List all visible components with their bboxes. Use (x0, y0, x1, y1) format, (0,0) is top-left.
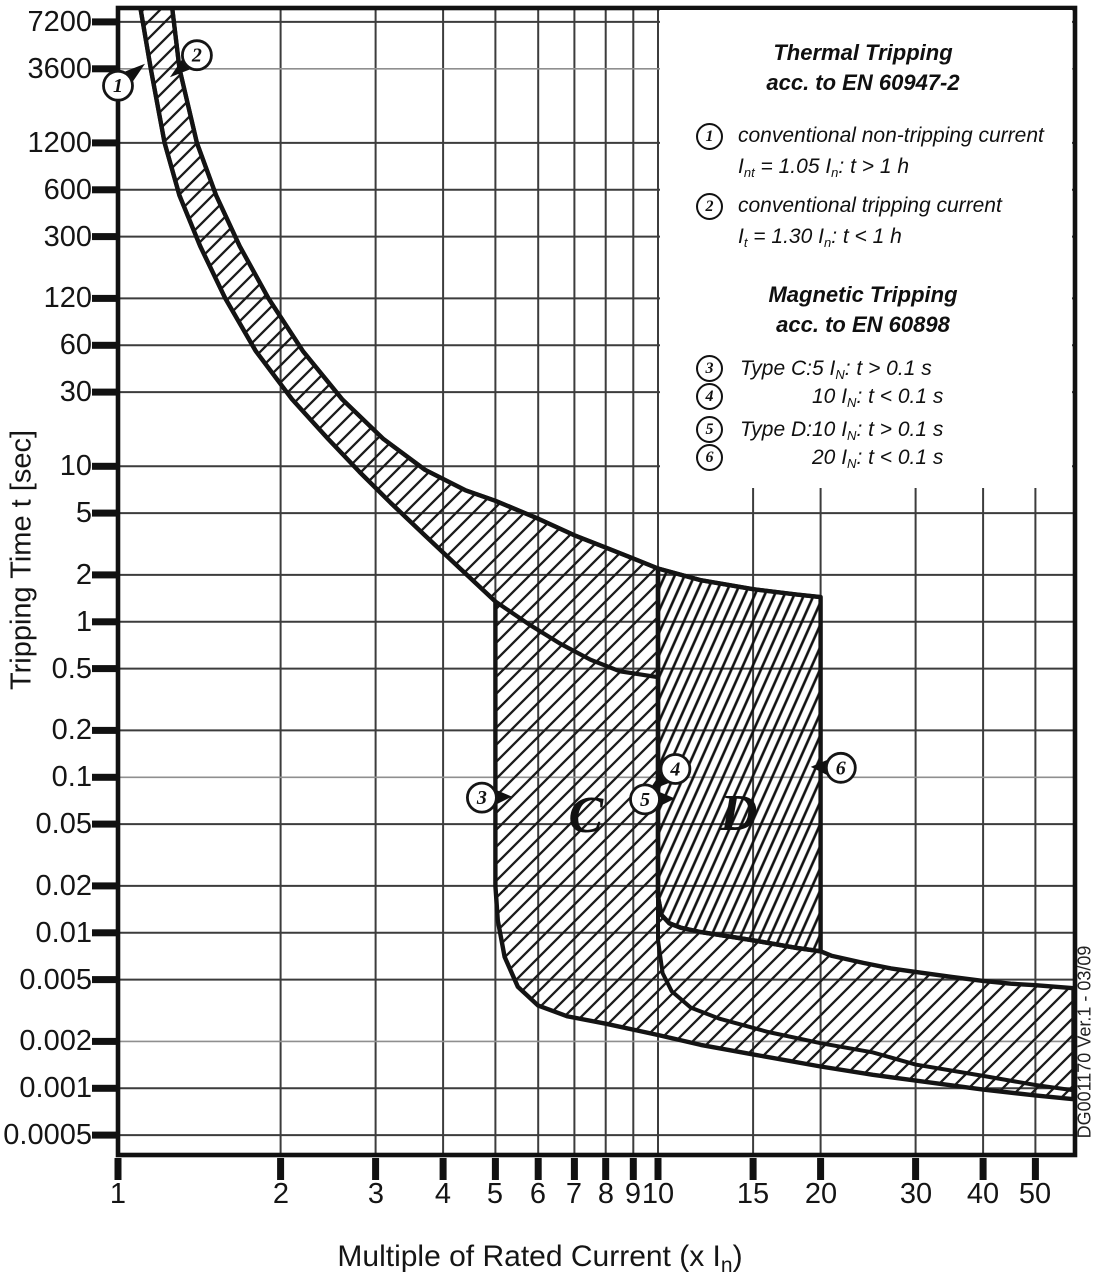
legend-panel: Thermal Tripping acc. to EN 60947-2 Magn… (660, 10, 1072, 488)
type-d-lower-limit-curve (656, 896, 1074, 1093)
legend-item-text: conventional non-tripping current (738, 124, 1044, 147)
legend-item-text: conventional tripping current (738, 194, 1002, 217)
legend-item-number-4: 4 (696, 383, 723, 410)
legend-item-formula: 10 IN: t < 0.1 s (812, 385, 944, 410)
marker-4: 4 (648, 753, 692, 792)
data-regions (138, 8, 1075, 1102)
svg-text:6: 6 (836, 757, 846, 779)
plot-frame (115, 5, 1078, 1158)
marker-6: 6 (810, 751, 857, 784)
magnetic-tripping-heading: Magnetic Tripping acc. to EN 60898 (768, 282, 958, 337)
marker-3: 3 (465, 781, 512, 814)
marker-2: 2 (169, 39, 213, 78)
legend-item-formula: 10 IN: t > 0.1 s (812, 418, 944, 443)
svg-text:5: 5 (640, 789, 650, 811)
legend-item-formula: Int = 1.05 In: t > 1 h (738, 155, 910, 180)
legend-item-number-3: 3 (696, 355, 723, 382)
svg-text:3: 3 (476, 787, 487, 809)
legend-item-number-2: 2 (696, 193, 723, 220)
thermal-tripping-upper-curve (170, 8, 821, 600)
region-label-C: C (568, 787, 604, 844)
legend-item-formula: 5 IN: t > 0.1 s (812, 357, 932, 382)
legend-item-number-6: 6 (696, 444, 723, 471)
svg-text:2: 2 (191, 45, 202, 67)
legend-item-number-1: 1 (696, 123, 723, 150)
region-label-D: D (719, 785, 758, 842)
legend-item-type-label: Type D: (740, 418, 812, 441)
legend-item-formula: It = 1.30 In: t < 1 h (738, 225, 902, 250)
marker-1: 1 (102, 63, 145, 102)
thermal-tripping-heading: Thermal Tripping acc. to EN 60947-2 (766, 40, 960, 95)
marker-5: 5 (629, 783, 675, 816)
svg-text:4: 4 (669, 759, 680, 781)
legend-item-formula: 20 IN: t < 0.1 s (812, 446, 944, 471)
svg-text:1: 1 (113, 75, 123, 97)
legend-item-type-label: Type C: (740, 357, 812, 380)
legend-item-number-5: 5 (696, 416, 723, 443)
axis-ticks (92, 18, 1039, 1180)
thermal-non-tripping-lower-curve (138, 8, 659, 680)
